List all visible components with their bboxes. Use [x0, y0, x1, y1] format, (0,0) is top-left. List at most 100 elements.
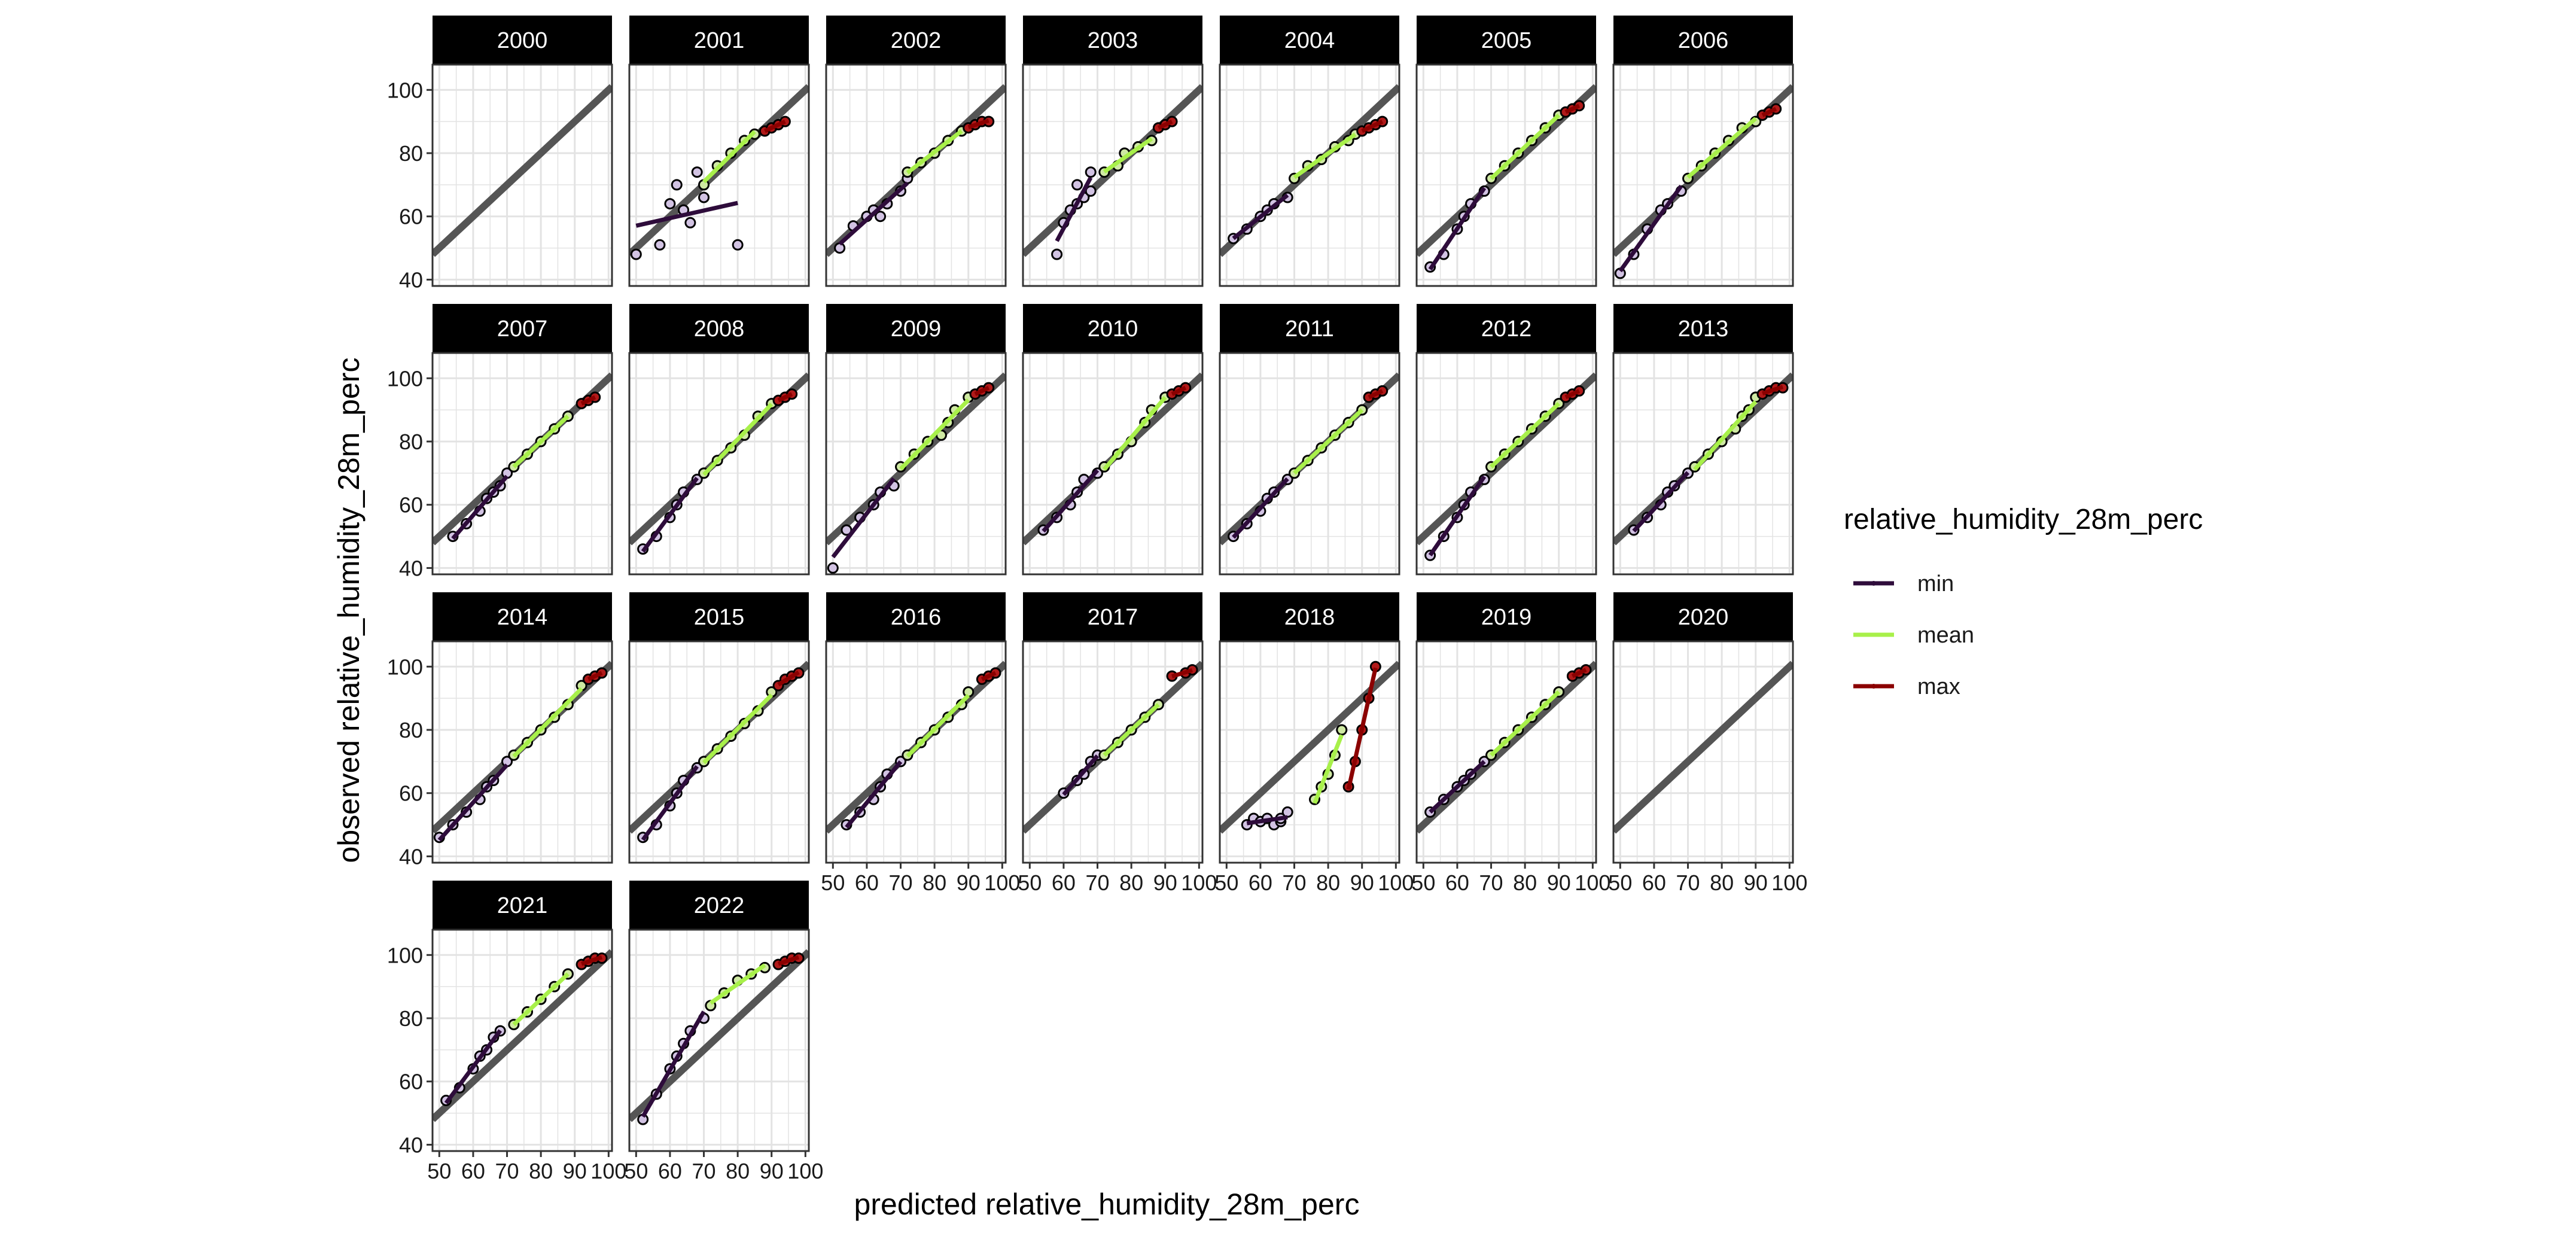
- y-tick-label: 100: [387, 943, 423, 967]
- facet-strip: [1613, 592, 1793, 641]
- facet-strip: [1023, 304, 1202, 353]
- fit-line-min: [437, 763, 509, 842]
- panel-border: [1415, 352, 1597, 576]
- panel-plot-area: [1220, 65, 1399, 286]
- facet-strip-label: 2018: [1284, 605, 1335, 630]
- x-tick-label: 100: [590, 1159, 626, 1183]
- fit-line-min: [641, 476, 699, 553]
- x-tick-label: 50: [1018, 870, 1042, 895]
- x-tick-label: 70: [495, 1159, 519, 1183]
- facet-panel: 2012: [1415, 304, 1597, 576]
- x-tick-label: 80: [529, 1159, 553, 1183]
- facet-strip-label: 2008: [694, 316, 745, 342]
- x-tick-label: 70: [1086, 870, 1110, 895]
- fit-line-mean: [709, 963, 766, 1005]
- panel-plot-area: [629, 353, 809, 574]
- facet-strip-label: 2014: [497, 605, 548, 630]
- identity-line: [1613, 660, 1793, 834]
- y-tick-label: 40: [399, 844, 423, 869]
- fit-line-mean: [1686, 117, 1758, 179]
- x-tick-label: 90: [1350, 870, 1374, 895]
- facet-strip: [433, 16, 612, 65]
- legend-key-max: max: [1853, 674, 1960, 699]
- facet-strip: [1417, 592, 1596, 641]
- x-tick-label: 60: [1052, 870, 1076, 895]
- y-tick-label: 40: [399, 267, 423, 292]
- panel-border: [1022, 640, 1204, 864]
- x-tick-label: 60: [658, 1159, 682, 1183]
- fit-line-min: [641, 765, 699, 841]
- fit-line-max: [1157, 119, 1173, 130]
- y-tick-label: 100: [387, 366, 423, 391]
- fit-line-mean: [512, 415, 570, 468]
- facet-strip: [1220, 16, 1399, 65]
- fit-line-max: [974, 385, 990, 396]
- panel-plot-area: [433, 353, 612, 574]
- fit-line-max: [777, 392, 793, 403]
- fit-line-mean: [1293, 408, 1364, 475]
- point-mean: [963, 686, 975, 698]
- panel-border: [1219, 640, 1400, 864]
- fit-line-max: [1761, 385, 1784, 395]
- facet-panel: 2016 50 60 70 80 90 100: [821, 592, 1020, 895]
- x-tick-label: 70: [692, 1159, 716, 1183]
- facet-panel: 2005: [1415, 16, 1597, 287]
- facet-panel: 2004: [1219, 16, 1400, 287]
- fit-line-min: [838, 181, 909, 246]
- fit-line-max: [763, 119, 786, 133]
- facet-strip-label: 2013: [1678, 316, 1729, 342]
- facet-strip-label: 2017: [1088, 605, 1138, 630]
- fit-line-mean: [906, 129, 963, 175]
- fit-line-max: [1346, 667, 1378, 790]
- panel-plot-area: [1417, 641, 1596, 863]
- fit-line-mean: [1293, 132, 1357, 179]
- facet-panel: 2013: [1612, 304, 1794, 576]
- facet-strip: [629, 16, 809, 65]
- facet-strip: [433, 592, 612, 641]
- panel-plot-area: [1613, 641, 1793, 863]
- x-tick-label: 80: [1513, 870, 1537, 895]
- facet-strip: [1417, 304, 1596, 353]
- facet-strip: [1220, 304, 1399, 353]
- fit-line-mean: [1490, 690, 1561, 757]
- fit-line-max: [1361, 119, 1384, 133]
- panel-border: [1219, 63, 1400, 287]
- panel-border: [1415, 63, 1597, 287]
- point-min: [1281, 806, 1293, 818]
- x-tick-label: 100: [1378, 870, 1414, 895]
- panel-border: [825, 63, 1007, 287]
- x-axis-title: predicted relative_humidity_28m_perc: [854, 1188, 1360, 1221]
- x-tick-label: 90: [1744, 870, 1768, 895]
- x-tick-label: 60: [1249, 870, 1272, 895]
- fit-line-min: [641, 1010, 706, 1118]
- panel-plot-area: [1220, 353, 1399, 574]
- fit-line-min: [1429, 760, 1486, 814]
- point-min: [732, 239, 744, 251]
- panel-border: [628, 640, 810, 864]
- point-min: [698, 191, 710, 203]
- facet-strip-label: 2009: [891, 316, 942, 342]
- facet-strip: [1023, 592, 1202, 641]
- fit-line-max: [587, 671, 603, 681]
- y-tick-label: 40: [399, 1133, 423, 1157]
- panel-border: [825, 640, 1007, 864]
- panel-border: [825, 352, 1007, 576]
- fit-line-max: [1171, 385, 1187, 396]
- point-min: [827, 562, 839, 574]
- fit-line-mean: [512, 687, 583, 758]
- facet-strip-label: 2019: [1481, 605, 1532, 630]
- panel-border: [1612, 640, 1794, 864]
- x-tick-label: 60: [461, 1159, 485, 1183]
- x-tick-label: 90: [1547, 870, 1571, 895]
- x-tick-label: 50: [1214, 870, 1238, 895]
- facet-panel: 2002: [825, 16, 1007, 287]
- x-tick-label: 60: [1445, 870, 1469, 895]
- legend-label: mean: [1917, 623, 1974, 648]
- fit-line-mean: [702, 693, 774, 765]
- facet-strip-label: 2001: [694, 28, 745, 53]
- fit-line-mean: [1490, 114, 1561, 180]
- fit-line-min: [1232, 193, 1289, 240]
- fit-line-max: [777, 955, 800, 966]
